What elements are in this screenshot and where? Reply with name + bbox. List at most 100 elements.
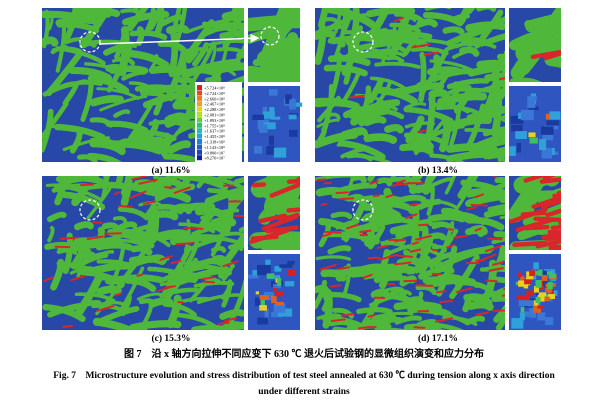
legend-label: +8.270×10⁷ bbox=[204, 156, 225, 161]
stress-hot bbox=[260, 295, 269, 300]
panel-label: (d) 17.1% bbox=[418, 333, 458, 344]
stress-hot bbox=[530, 138, 538, 144]
stress-patch bbox=[289, 99, 296, 109]
caption-en: under different strains bbox=[258, 387, 350, 397]
green-phase bbox=[419, 83, 430, 85]
green-phase bbox=[333, 3, 364, 8]
stress-hot bbox=[275, 292, 283, 296]
stress-patch bbox=[269, 136, 274, 146]
legend-swatch bbox=[197, 101, 202, 106]
legend-swatch bbox=[197, 139, 202, 144]
green-phase bbox=[139, 29, 141, 43]
stress-band bbox=[493, 310, 511, 311]
stress-hot bbox=[261, 299, 265, 305]
green-phase bbox=[558, 195, 608, 217]
stress-patch bbox=[545, 317, 553, 325]
legend-swatch bbox=[197, 150, 202, 155]
legend-swatch bbox=[197, 134, 202, 139]
legend-label: +1.143×10⁸ bbox=[204, 145, 225, 150]
green-phase bbox=[326, 292, 329, 325]
green-phase bbox=[388, 128, 401, 130]
legend-swatch bbox=[197, 85, 202, 90]
stress-hot bbox=[548, 282, 553, 289]
legend-swatch bbox=[197, 123, 202, 128]
stress-band bbox=[137, 275, 141, 276]
stress-band bbox=[495, 174, 500, 176]
stress-band bbox=[337, 192, 349, 193]
stress-band bbox=[437, 291, 445, 292]
stress-patch bbox=[519, 300, 530, 306]
stress-hot bbox=[524, 279, 532, 284]
green-phase bbox=[419, 222, 431, 224]
green-phase bbox=[136, 0, 139, 8]
green-phase bbox=[443, 124, 447, 149]
legend-swatch bbox=[197, 96, 202, 101]
stress-band bbox=[553, 226, 578, 228]
green-phase bbox=[376, 329, 421, 335]
stress-patch bbox=[269, 89, 278, 96]
stress-hot bbox=[259, 305, 267, 311]
stress-patch bbox=[537, 312, 545, 320]
stress-hot bbox=[273, 288, 276, 293]
green-phase bbox=[125, 186, 166, 188]
legend-label: +2.081×10⁸ bbox=[204, 113, 225, 118]
legend-swatch bbox=[197, 112, 202, 117]
panel-label: (c) 15.3% bbox=[151, 333, 190, 344]
green-phase bbox=[153, 214, 174, 217]
stress-patch bbox=[521, 110, 534, 120]
legend-label: +5.724×10⁸ bbox=[204, 86, 225, 91]
stress-band bbox=[561, 218, 593, 223]
stress-band bbox=[542, 179, 569, 182]
green-phase bbox=[427, 5, 449, 8]
stress-patch bbox=[520, 312, 525, 320]
stress-patch bbox=[289, 130, 298, 137]
stress-band bbox=[289, 209, 313, 211]
green-phase bbox=[379, 180, 389, 183]
green-phase bbox=[431, 217, 462, 219]
green-phase bbox=[94, 99, 121, 103]
stress-band bbox=[471, 205, 487, 206]
stress-band bbox=[325, 232, 340, 233]
legend-label: +2.288×10⁸ bbox=[204, 107, 225, 112]
legend-swatch bbox=[197, 128, 202, 133]
green-phase bbox=[375, 33, 423, 35]
green-phase bbox=[359, 310, 390, 312]
green-phase bbox=[469, 25, 502, 28]
stress-band bbox=[219, 323, 229, 324]
stress-hot bbox=[288, 269, 296, 275]
green-phase bbox=[335, 330, 369, 341]
green-phase bbox=[495, 90, 498, 134]
legend-swatch bbox=[197, 107, 202, 112]
legend-label: +1.893×10⁸ bbox=[204, 118, 225, 123]
stress-hot bbox=[546, 114, 550, 120]
stress-band bbox=[254, 184, 264, 185]
stress-band bbox=[514, 243, 544, 245]
green-phase bbox=[223, 312, 242, 316]
legend-label: +1.318×10⁸ bbox=[204, 140, 225, 145]
stress-hot bbox=[537, 306, 541, 309]
green-phase bbox=[479, 7, 493, 9]
stress-hot bbox=[539, 293, 543, 297]
stress-patch bbox=[274, 148, 286, 158]
stress-hot bbox=[545, 297, 550, 301]
stress-patch bbox=[266, 146, 275, 155]
green-phase bbox=[121, 224, 135, 227]
green-phase bbox=[203, 226, 222, 230]
legend-swatch bbox=[197, 117, 202, 122]
stress-band bbox=[289, 180, 312, 181]
stress-band bbox=[440, 301, 452, 302]
stress-patch bbox=[527, 99, 535, 107]
panel-label: (a) 11.6% bbox=[151, 165, 190, 176]
stress-patch bbox=[511, 125, 522, 132]
stress-band bbox=[253, 237, 277, 239]
stress-band bbox=[536, 219, 573, 221]
stress-hot bbox=[535, 280, 541, 288]
legend-swatch bbox=[197, 144, 202, 149]
stress-band bbox=[410, 204, 418, 205]
stress-patch bbox=[533, 262, 539, 269]
green-phase bbox=[152, 69, 184, 72]
green-phase bbox=[163, 236, 182, 240]
legend-label: +1.637×10⁸ bbox=[204, 129, 225, 134]
stress-hot bbox=[536, 297, 541, 303]
stress-patch bbox=[289, 115, 297, 120]
